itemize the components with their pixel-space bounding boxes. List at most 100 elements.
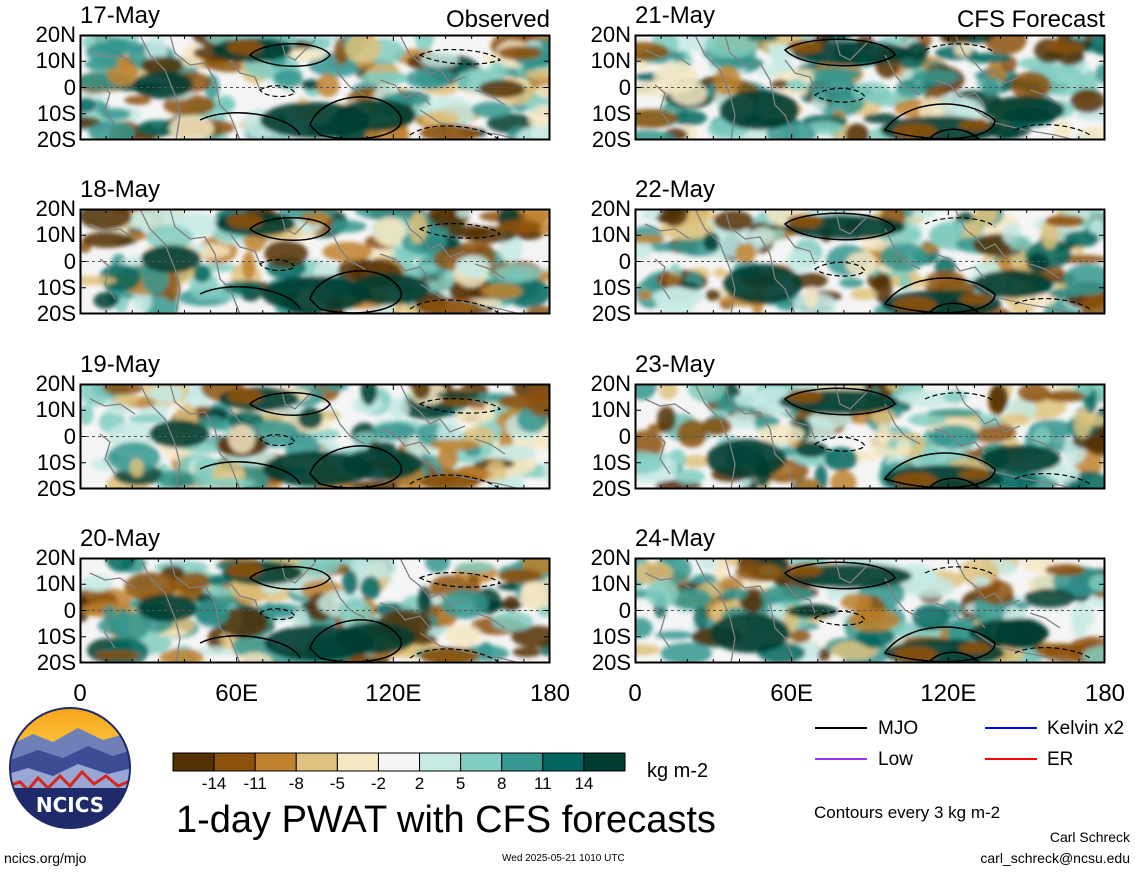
latitude-tick-label: 20N [35, 371, 76, 396]
kelvin-legend-line [985, 727, 1037, 729]
contour-note: Contours every 3 kg m-2 [814, 803, 1001, 822]
contour-legend: MJO Kelvin x2 Low ER [815, 718, 1135, 778]
latitude-tick-label: 10N [35, 571, 76, 597]
colorbar: -14 -11 -8 -5 -2 2 5 8 11 14 [172, 752, 626, 792]
colorbar-swatch [501, 752, 544, 772]
latitude-tick-label: 20N [590, 545, 631, 570]
longitude-tick-label: 0 [628, 680, 642, 707]
colorbar-tick-label: -2 [371, 774, 386, 792]
colorbar-tick-label: 8 [497, 774, 506, 792]
longitude-tick-label: 120E [365, 680, 422, 707]
latitude-tick-label: 0 [618, 74, 631, 100]
pwat-map [79, 34, 551, 141]
latitude-tick-label: 10S [36, 274, 76, 300]
longitude-tick-label: 0 [73, 680, 87, 707]
latitude-tick-label: 0 [618, 597, 631, 623]
latitude-tick-label: 10S [591, 623, 631, 649]
panel-date: 22-May [635, 176, 716, 203]
latitude-tick-label: 10S [591, 100, 631, 126]
panel-date: 17-May [80, 2, 161, 29]
longitude-tick-label: 120E [920, 680, 977, 707]
low-legend-line [815, 758, 867, 760]
colorbar-swatch [419, 752, 462, 772]
latitude-tick-label: 0 [63, 248, 76, 274]
latitude-tick-label: 20S [36, 650, 76, 675]
panel-date: 23-May [635, 351, 716, 378]
pwat-map [634, 383, 1106, 490]
latitude-tick-label: 20S [36, 301, 76, 326]
longitude-tick-label: 60E [215, 680, 258, 707]
latitude-tick-label: 20N [590, 371, 631, 396]
colorbar-swatch [213, 752, 256, 772]
colorbar-swatch [254, 752, 297, 772]
latitude-tick-label: 20S [591, 127, 631, 152]
latitude-tick-label: 0 [618, 423, 631, 449]
logo-text: NCICS [36, 793, 104, 817]
colorbar-tick-label: 11 [534, 774, 552, 792]
colorbar-swatch [460, 752, 503, 772]
latitude-tick-label: 0 [618, 248, 631, 274]
colorbar-tick-label: -11 [244, 774, 267, 792]
latitude-tick-label: 0 [63, 423, 76, 449]
ncics-logo-graphic: NCICS [9, 707, 131, 829]
latitude-tick-label: 10N [590, 571, 631, 597]
colorbar-tick-label: -14 [202, 774, 227, 792]
panel-date: 21-May [635, 2, 716, 29]
latitude-tick-label: 10S [591, 274, 631, 300]
panel-date: 19-May [80, 351, 161, 378]
latitude-tick-label: 20N [35, 196, 76, 221]
longitude-tick-label: 180 [529, 680, 571, 707]
colorbar-tick-label: 14 [574, 774, 593, 792]
latitude-tick-label: 20S [36, 127, 76, 152]
panel-type-label: Observed [445, 6, 550, 33]
pwat-map [79, 383, 551, 490]
latitude-tick-label: 10S [36, 449, 76, 475]
colorbar-tick-label: -5 [330, 774, 345, 792]
latitude-tick-label: 10N [35, 397, 76, 423]
colorbar-swatch [583, 752, 626, 772]
colorbar-swatch [542, 752, 585, 772]
author: Carl Schreck [1049, 829, 1130, 845]
latitude-tick-label: 0 [63, 597, 76, 623]
latitude-tick-label: 10N [35, 222, 76, 248]
latitude-tick-label: 0 [63, 74, 76, 100]
pwat-map [79, 557, 551, 664]
panel-type-label: CFS Forecast [956, 6, 1105, 33]
latitude-tick-label: 10N [35, 48, 76, 74]
latitude-tick-label: 10N [590, 222, 631, 248]
colorbar-swatch [295, 752, 338, 772]
latitude-tick-label: 20N [590, 22, 631, 47]
longitude-tick-label: 60E [770, 680, 813, 707]
ncics-logo: NCICS [8, 706, 132, 830]
colorbar-swatch [172, 752, 215, 772]
latitude-tick-label: 10N [590, 397, 631, 423]
latitude-tick-label: 10S [591, 449, 631, 475]
colorbar-swatch [377, 752, 421, 772]
colorbar-swatch [336, 752, 379, 772]
latitude-tick-label: 10N [590, 48, 631, 74]
site-link[interactable]: ncics.org/mjo [4, 850, 87, 866]
latitude-tick-label: 20N [35, 545, 76, 570]
pwat-map [634, 208, 1106, 315]
longitude-tick-label: 180 [1084, 680, 1126, 707]
kelvin-legend-label: Kelvin x2 [1047, 718, 1125, 739]
colorbar-unit: kg m-2 [647, 760, 709, 782]
mjo-legend-line [815, 727, 867, 729]
colorbar-tick-label: 2 [415, 774, 424, 792]
er-legend-label: ER [1047, 749, 1074, 770]
latitude-tick-label: 20S [591, 301, 631, 326]
pwat-map [79, 208, 551, 315]
author-email: carl_schreck@ncsu.edu [980, 850, 1130, 866]
latitude-tick-label: 10S [36, 623, 76, 649]
mjo-legend-label: MJO [878, 718, 919, 739]
latitude-tick-label: 20S [591, 650, 631, 675]
low-legend-label: Low [878, 749, 913, 770]
latitude-tick-label: 20N [35, 22, 76, 47]
er-legend-line [985, 758, 1037, 760]
panel-date: 18-May [80, 176, 161, 203]
figure-title: 1-day PWAT with CFS forecasts [176, 799, 716, 841]
latitude-tick-label: 10S [36, 100, 76, 126]
panel-date: 20-May [80, 525, 161, 552]
latitude-tick-label: 20N [590, 196, 631, 221]
pwat-map [634, 34, 1106, 141]
